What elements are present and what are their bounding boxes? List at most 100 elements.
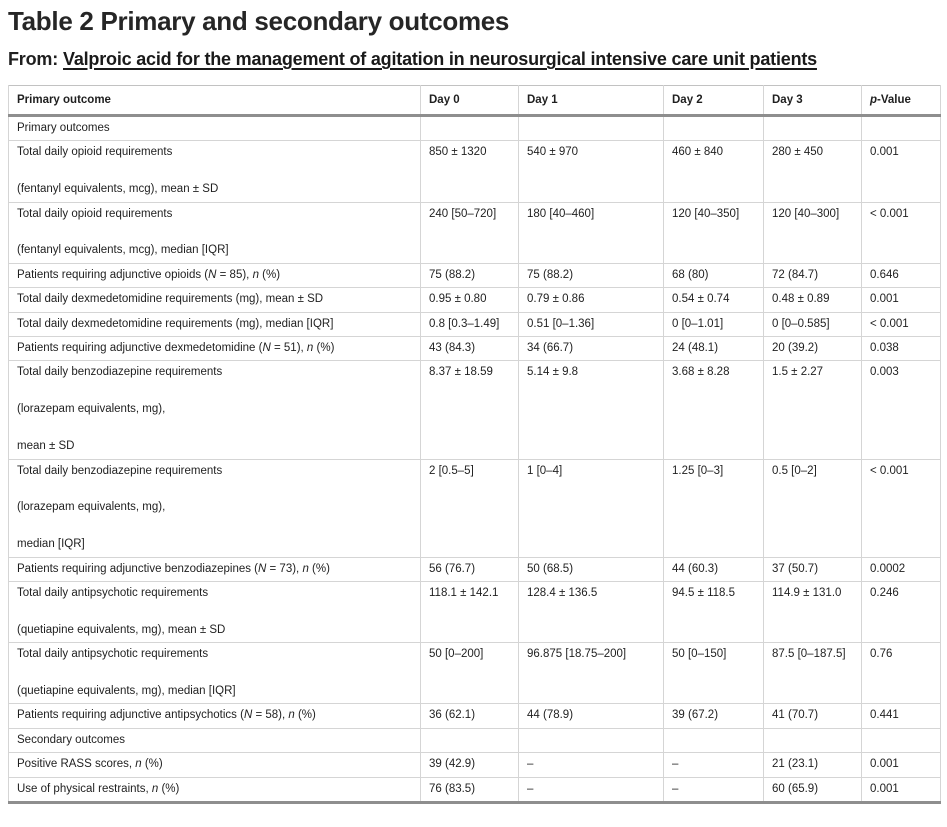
table-header-row: Primary outcome Day 0 Day 1 Day 2 Day 3 p-Val… — [8, 85, 941, 117]
value-cell: 850 ± 1320 — [420, 140, 519, 203]
outcome-label-cell: Total daily benzodiazepine requirements(… — [8, 458, 421, 558]
table-row: Total daily benzodiazepine requirements(… — [8, 458, 941, 558]
from-label: From: — [8, 49, 58, 69]
value-cell: 240 [50–720] — [420, 201, 519, 264]
outcome-label-cell: Patients requiring adjunctive opioids (N… — [8, 262, 421, 289]
value-cell: 1.5 ± 2.27 — [763, 360, 862, 460]
value-cell — [518, 727, 664, 754]
value-cell: – — [518, 776, 664, 804]
table-row: Total daily dexmedetomidine requirements… — [8, 311, 941, 338]
value-cell: 0.79 ± 0.86 — [518, 287, 664, 313]
outcome-label-cell: Total daily benzodiazepine requirements(… — [8, 360, 421, 460]
value-cell: 0.646 — [861, 262, 941, 289]
section-label-cell: Secondary outcomes — [8, 727, 421, 754]
value-cell: 50 (68.5) — [518, 556, 664, 582]
value-cell: 1 [0–4] — [518, 458, 664, 558]
value-cell: 0.003 — [861, 360, 941, 460]
source-line: From: Valproic acid for the management of… — [8, 47, 913, 71]
value-cell — [763, 727, 862, 754]
table-row: Use of physical restraints, n (%) 76 (83.… — [8, 776, 941, 804]
section-row: Primary outcomes — [8, 114, 941, 142]
value-cell: 37 (50.7) — [763, 556, 862, 582]
value-cell: 0.001 — [861, 752, 941, 778]
value-cell: 128.4 ± 136.5 — [518, 580, 664, 644]
table-row: Total daily antipsychotic requirements (q… — [8, 642, 941, 705]
value-cell: 3.68 ± 8.28 — [663, 360, 764, 460]
value-cell: 0.5 [0–2] — [763, 458, 862, 558]
value-cell: 44 (78.9) — [518, 703, 664, 729]
table-row: Patients requiring adjunctive antipsycho… — [8, 703, 941, 729]
value-cell: 0.0002 — [861, 556, 941, 582]
value-cell: – — [518, 752, 664, 778]
table-row: Patients requiring adjunctive benzodiaze… — [8, 556, 941, 582]
value-cell — [420, 727, 519, 754]
outcome-label-cell: Total daily opioid requirements (fentanyl… — [8, 140, 421, 203]
value-cell: 56 (76.7) — [420, 556, 519, 582]
table-row: Total daily antipsychotic requirements (q… — [8, 580, 941, 644]
value-cell: 75 (88.2) — [518, 262, 664, 289]
outcome-label-cell: Patients requiring adjunctive dexmedetom… — [8, 336, 421, 362]
outcome-label-cell: Patients requiring adjunctive antipsycho… — [8, 703, 421, 729]
value-cell — [861, 114, 941, 142]
value-cell: 94.5 ± 118.5 — [663, 580, 764, 644]
value-cell: 36 (62.1) — [420, 703, 519, 729]
value-cell: 0.001 — [861, 140, 941, 203]
value-cell — [420, 114, 519, 142]
value-cell: 76 (83.5) — [420, 776, 519, 804]
value-cell: 0.8 [0.3–1.49] — [420, 311, 519, 338]
value-cell — [861, 727, 941, 754]
value-cell: 50 [0–200] — [420, 642, 519, 705]
value-cell: 1.25 [0–3] — [663, 458, 764, 558]
value-cell: 120 [40–300] — [763, 201, 862, 264]
value-cell: 5.14 ± 9.8 — [518, 360, 664, 460]
value-cell: 87.5 [0–187.5] — [763, 642, 862, 705]
table-row: Total daily opioid requirements (fentanyl… — [8, 201, 941, 264]
value-cell: 460 ± 840 — [663, 140, 764, 203]
value-cell: 96.875 [18.75–200] — [518, 642, 664, 705]
value-cell: 2 [0.5–5] — [420, 458, 519, 558]
source-article-link[interactable]: Valproic acid for the management of agit… — [63, 49, 817, 69]
table-row: Patients requiring adjunctive opioids (N… — [8, 262, 941, 289]
value-cell: 60 (65.9) — [763, 776, 862, 804]
value-cell — [518, 114, 664, 142]
outcome-label-cell: Total daily antipsychotic requirements (q… — [8, 580, 421, 644]
value-cell: 280 ± 450 — [763, 140, 862, 203]
value-cell: 20 (39.2) — [763, 336, 862, 362]
value-cell: 0.038 — [861, 336, 941, 362]
value-cell: 0 [0–0.585] — [763, 311, 862, 338]
value-cell: 120 [40–350] — [663, 201, 764, 264]
outcome-label-cell: Patients requiring adjunctive benzodiaze… — [8, 556, 421, 582]
value-cell: 75 (88.2) — [420, 262, 519, 289]
value-cell: 39 (42.9) — [420, 752, 519, 778]
outcome-label-cell: Total daily antipsychotic requirements (q… — [8, 642, 421, 705]
value-cell — [663, 727, 764, 754]
value-cell: 41 (70.7) — [763, 703, 862, 729]
section-label-cell: Primary outcomes — [8, 114, 421, 142]
value-cell: 21 (23.1) — [763, 752, 862, 778]
table-row: Total daily opioid requirements (fentanyl… — [8, 140, 941, 203]
value-cell: 0.76 — [861, 642, 941, 705]
value-cell: 0.48 ± 0.89 — [763, 287, 862, 313]
column-header: p-Value — [861, 85, 941, 117]
value-cell: < 0.001 — [861, 311, 941, 338]
table-body: Primary outcomes Total daily opioid requi… — [8, 114, 941, 804]
column-header: Day 3 — [763, 85, 862, 117]
table-row: Patients requiring adjunctive dexmedetom… — [8, 336, 941, 362]
value-cell: 0.001 — [861, 287, 941, 313]
value-cell: 114.9 ± 131.0 — [763, 580, 862, 644]
value-cell: – — [663, 776, 764, 804]
value-cell: 0 [0–1.01] — [663, 311, 764, 338]
value-cell: 39 (67.2) — [663, 703, 764, 729]
value-cell: 24 (48.1) — [663, 336, 764, 362]
column-header: Day 0 — [420, 85, 519, 117]
value-cell: 0.51 [0–1.36] — [518, 311, 664, 338]
value-cell — [763, 114, 862, 142]
value-cell: 68 (80) — [663, 262, 764, 289]
column-header: Day 2 — [663, 85, 764, 117]
value-cell: < 0.001 — [861, 201, 941, 264]
value-cell: 34 (66.7) — [518, 336, 664, 362]
outcome-label-cell: Use of physical restraints, n (%) — [8, 776, 421, 804]
value-cell: < 0.001 — [861, 458, 941, 558]
value-cell: 0.54 ± 0.74 — [663, 287, 764, 313]
